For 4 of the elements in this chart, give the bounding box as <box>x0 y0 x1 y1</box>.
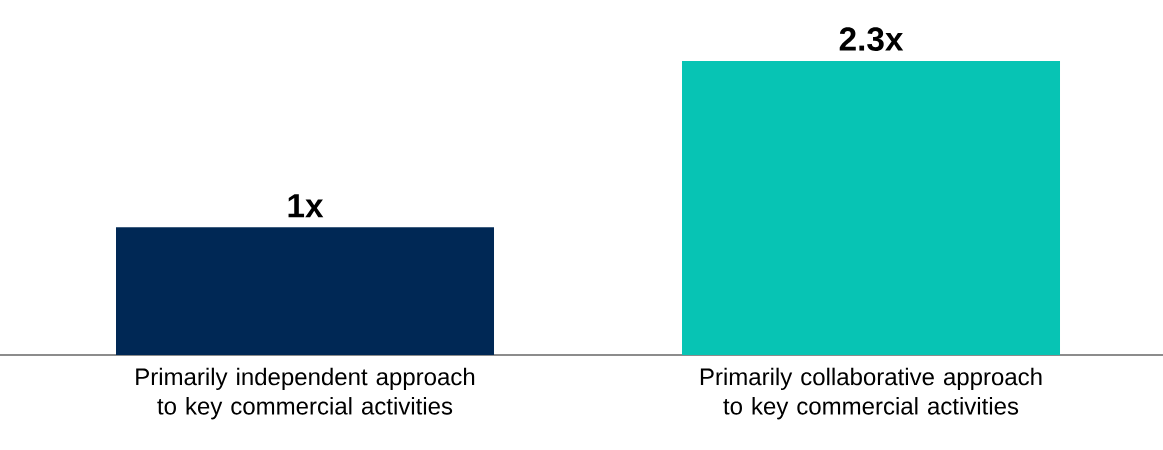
data-label: 1x <box>288 194 324 218</box>
x-tick-label: Primarily collaborative approach to key commercial activities <box>700 367 1042 420</box>
data-label: 2.3x <box>839 27 904 51</box>
x-tick-label: Primarily independent approach to key commercial activities <box>136 367 475 420</box>
